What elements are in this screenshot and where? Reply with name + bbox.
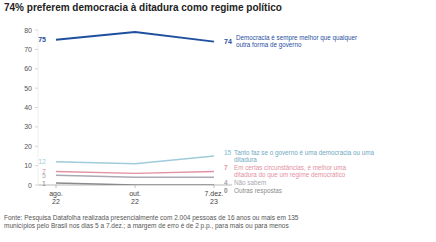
- legend-label: Democracia é sempre melhor que qualquero…: [236, 34, 357, 49]
- y-tick: [35, 107, 38, 108]
- series-line: [56, 183, 214, 185]
- title: 74% preferem democracia à ditadura como …: [4, 2, 282, 13]
- legend-label: Outras respostas: [234, 187, 282, 195]
- x-tick-label-line: 22: [52, 198, 60, 205]
- y-tick: [35, 68, 38, 69]
- data-label: 75: [38, 36, 46, 43]
- legend-label-line: Em certas circunstâncias, é melhor uma: [234, 164, 346, 171]
- legend-label: Tanto faz se o governo é uma democracia …: [234, 149, 375, 163]
- data-label: 5: [42, 172, 46, 179]
- y-tick: [35, 185, 38, 186]
- x-tick-label: out.22: [129, 190, 141, 205]
- data-label: 0: [224, 187, 228, 194]
- legend-label: Em certas circunstâncias, é melhor umadi…: [234, 164, 346, 179]
- y-tick: [35, 126, 38, 127]
- x-tick-label: 7.dez.23: [204, 190, 223, 205]
- source-line: Fonte: Pesquisa Datafolha realizada pres…: [4, 214, 299, 222]
- y-tick: [35, 165, 38, 166]
- y-tick: [35, 49, 38, 50]
- x-tick-label-line: out.: [129, 190, 141, 197]
- chart: 74% preferem democracia à ditadura como …: [0, 0, 436, 242]
- legend-label-line: outra forma de governo: [236, 41, 302, 49]
- x-tick-label-line: 23: [210, 198, 218, 205]
- y-tick: [35, 146, 38, 147]
- legend-label-line: ditadura do que um regime democrático: [234, 171, 346, 179]
- x-tick-label-line: 22: [131, 198, 139, 205]
- data-label: 4: [224, 179, 228, 186]
- legend-label: Não sabem: [234, 179, 266, 186]
- x-tick: [214, 185, 215, 188]
- series-line: [56, 156, 214, 164]
- y-tick-label: 0: [28, 182, 32, 189]
- legend-label-line: ditadura: [234, 156, 257, 163]
- legend-label-line: Não sabem: [234, 179, 266, 186]
- x-tick-label: ago.22: [49, 190, 63, 205]
- source-line: municípios pelo Brasil nos dias 5 a 7.de…: [4, 222, 289, 230]
- y-tick-label: 50: [24, 85, 32, 92]
- data-label: 15: [224, 149, 232, 156]
- series-line: [56, 171, 214, 173]
- x-tick-label-line: 7.dez.: [204, 190, 223, 197]
- y-tick: [35, 88, 38, 89]
- plot-area: [56, 32, 214, 185]
- y-tick: [35, 30, 38, 31]
- source: Fonte: Pesquisa Datafolha realizada pres…: [4, 214, 299, 230]
- series-line: [56, 175, 214, 177]
- y-tick-label: 30: [24, 123, 32, 130]
- x-tick-label-line: ago.: [49, 190, 63, 198]
- y-tick-label: 20: [24, 143, 32, 150]
- x-tick: [56, 185, 57, 188]
- legend-label-line: Outras respostas: [234, 187, 282, 195]
- y-tick-label: 60: [24, 65, 32, 72]
- data-label: 12: [38, 158, 46, 165]
- x-tick: [135, 185, 136, 188]
- data-label: 74: [224, 38, 232, 45]
- y-tick-label: 70: [24, 46, 32, 53]
- y-tick-label: 40: [24, 104, 32, 111]
- y-tick-label: 10: [24, 162, 32, 169]
- y-tick-label: 80: [24, 27, 32, 34]
- data-label: 1: [42, 180, 46, 187]
- data-label: 7: [224, 164, 228, 171]
- series-line: [56, 32, 214, 42]
